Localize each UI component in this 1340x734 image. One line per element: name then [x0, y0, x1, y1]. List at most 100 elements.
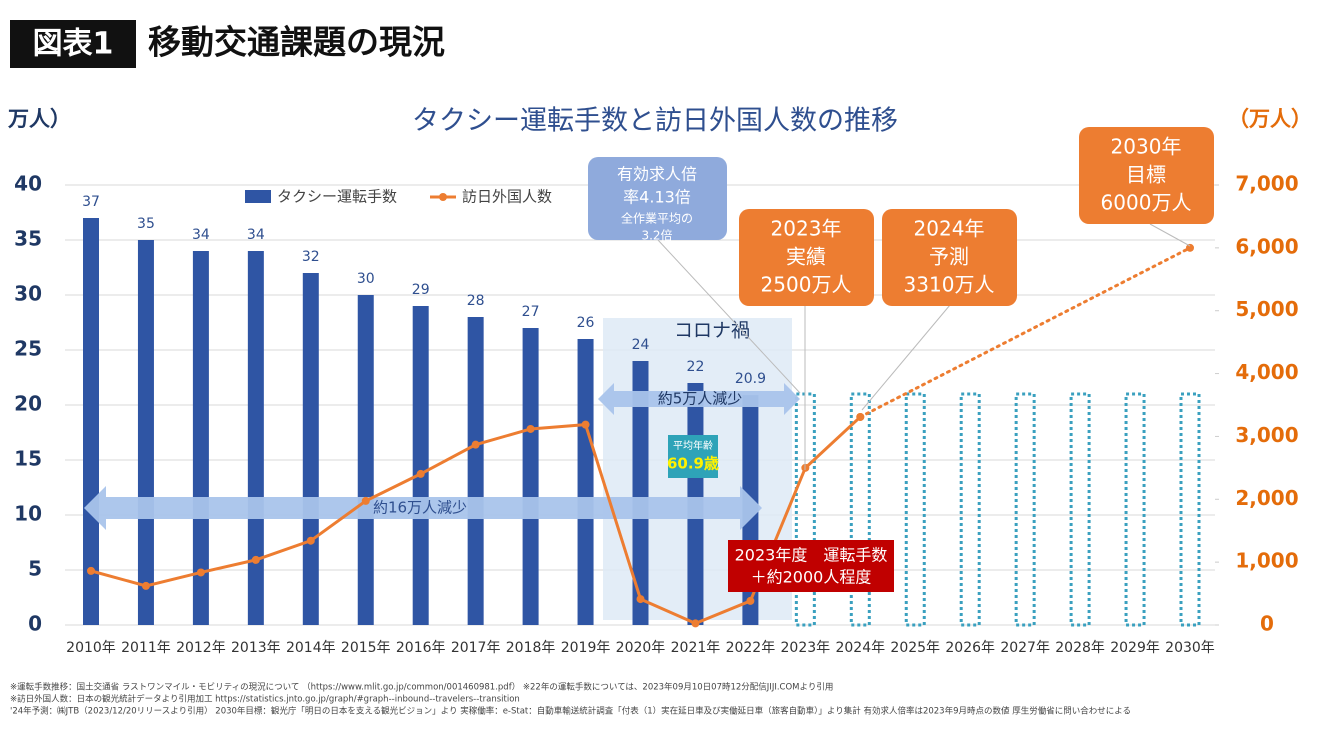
point [251, 555, 260, 564]
point [1186, 243, 1194, 252]
x-tick-label: 2012年 [176, 640, 226, 656]
legend-swatch [439, 193, 447, 201]
point [306, 536, 315, 545]
y2-axis-label: （万人） [1228, 107, 1312, 131]
bar [247, 251, 264, 625]
note-box [728, 540, 894, 592]
annotation: 平均年齢 [673, 439, 713, 452]
x-tick-label: 2013年 [231, 640, 281, 656]
data-label: 32 [302, 249, 320, 265]
y2-tick-label: 2,000 [1235, 486, 1298, 510]
point [581, 420, 590, 429]
bar [577, 339, 594, 625]
legend-swatch [245, 190, 271, 203]
arrow [84, 486, 762, 530]
x-tick-label: 2022年 [726, 640, 776, 656]
y-tick-label: 5 [28, 557, 42, 581]
y2-tick-label: 6,000 [1235, 234, 1298, 258]
point [361, 496, 370, 505]
y-tick-label: 40 [14, 172, 42, 196]
y-tick-label: 20 [14, 392, 42, 416]
annotation: 有効求人倍 [617, 165, 697, 184]
projection-bar [849, 392, 871, 627]
pointer [861, 304, 951, 411]
annotation: 2030年 [1111, 135, 1182, 159]
point [196, 568, 205, 577]
x-tick-label: 2011年 [121, 640, 171, 656]
point [141, 581, 150, 590]
annotation: 3310万人 [904, 273, 995, 297]
data-label: 20.9 [735, 371, 766, 387]
x-tick-label: 2017年 [451, 640, 501, 656]
x-tick-label: 2019年 [561, 640, 611, 656]
y-tick-label: 0 [28, 612, 42, 636]
bar [357, 295, 374, 625]
point [416, 469, 425, 478]
header-title: 移動交通課題の現況 [148, 23, 445, 62]
x-tick-label: 2018年 [506, 640, 556, 656]
legend-label: 訪日外国人数 [462, 188, 552, 206]
y-tick-label: 10 [14, 502, 42, 526]
annotation: 約5万人減少 [658, 390, 743, 408]
note-box [588, 157, 727, 240]
point [636, 595, 645, 604]
point [87, 566, 95, 575]
y2-tick-label: 5,000 [1235, 297, 1298, 321]
data-label: 26 [577, 315, 595, 331]
projection-bar [1179, 392, 1201, 627]
data-label: 24 [632, 337, 650, 353]
x-tick-label: 2030年 [1165, 640, 1215, 656]
annotation: 2500万人 [761, 273, 852, 297]
bar [137, 240, 154, 625]
x-tick-label: 2027年 [1000, 640, 1050, 656]
x-tick-label: 2023年 [781, 640, 831, 656]
bar [83, 218, 99, 625]
y2-tick-label: 3,000 [1235, 423, 1298, 447]
annotation: 3.2倍 [641, 228, 672, 243]
x-tick-label: 2016年 [396, 640, 446, 656]
point [691, 619, 700, 628]
y-tick-label: 15 [14, 447, 42, 471]
data-label: 34 [192, 227, 210, 243]
data-label: 35 [137, 216, 155, 232]
bar [192, 251, 209, 625]
point [856, 412, 865, 421]
legend-label: タクシー運転手数 [277, 188, 397, 206]
footnote: '24年予測：㈱JTB（2023/12/20リリースより引用） 2030年目標：… [10, 706, 1131, 717]
x-tick-label: 2025年 [890, 640, 940, 656]
header-tag: 図表1 [33, 27, 114, 62]
x-tick-label: 2021年 [671, 640, 721, 656]
y-tick-label: 25 [14, 337, 42, 361]
data-label: 22 [687, 359, 705, 375]
x-tick-label: 2028年 [1055, 640, 1105, 656]
note-box [1079, 127, 1214, 224]
annotation: 全作業平均の [621, 211, 693, 226]
data-label: 37 [82, 194, 100, 210]
projection-bar [959, 392, 981, 627]
annotation: コロナ禍 [674, 320, 750, 342]
footnote: ※運転手数推移：国土交通省 ラストワンマイル・モビリティの現況について （htt… [10, 682, 833, 693]
x-tick-label: 2015年 [341, 640, 391, 656]
annotation: 60.9歳 [667, 455, 719, 473]
data-label: 29 [412, 282, 430, 298]
x-tick-label: 2024年 [835, 640, 885, 656]
projection-bar [904, 392, 926, 627]
data-label: 30 [357, 271, 375, 287]
y2-tick-label: 1,000 [1235, 549, 1298, 573]
annotation: 約16万人減少 [373, 499, 467, 517]
annotation: 実績 [786, 245, 826, 269]
annotation: 2023年度 運転手数 [735, 546, 888, 565]
annotation: 予測 [929, 245, 969, 269]
projection-bar [1069, 392, 1091, 627]
x-tick-label: 2014年 [286, 640, 336, 656]
chart-title: タクシー運転手数と訪日外国人数の推移 [412, 106, 898, 137]
annotation: 目標 [1126, 163, 1166, 187]
x-tick-label: 2026年 [945, 640, 995, 656]
y2-tick-label: 7,000 [1235, 172, 1298, 196]
y2-tick-label: 0 [1260, 612, 1274, 636]
data-label: 34 [247, 227, 265, 243]
annotation: 2023年 [771, 217, 842, 241]
bar [632, 361, 649, 625]
x-tick-label: 2020年 [616, 640, 666, 656]
